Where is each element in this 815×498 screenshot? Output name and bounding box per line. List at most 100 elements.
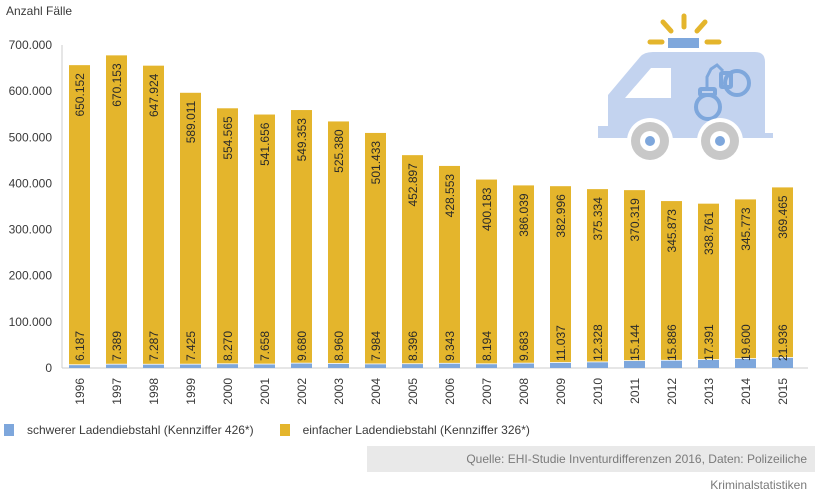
bar-stack-2011: 370.319 15.144 — [624, 190, 645, 368]
bar-einfacher — [624, 190, 645, 361]
x-tick-label: 2001 — [258, 378, 272, 405]
y-tick-label: 400.000 — [9, 176, 53, 190]
data-label-einfacher: 386.039 — [517, 193, 531, 237]
data-label-schwerer: 12.328 — [591, 324, 605, 361]
bar-einfacher — [180, 92, 201, 364]
stacked-bar-chart: Anzahl Fälle 0 100.000 200.000 300.000 400.0… — [6, 4, 808, 405]
siren-light-rays-icon — [647, 13, 722, 45]
x-tick-label: 2000 — [221, 378, 235, 405]
bar-einfacher — [513, 185, 534, 363]
data-label-einfacher: 375.334 — [591, 197, 605, 241]
handcuffs-icon — [694, 63, 751, 121]
x-tick-label: 2011 — [628, 378, 642, 404]
x-tick-label: 2003 — [332, 378, 346, 405]
data-label-einfacher: 369.465 — [776, 195, 790, 239]
source-note: Quelle: EHI-Studie Inventurdifferenzen 2… — [367, 446, 815, 492]
bar-stack-2014: 345.773 19.600 — [735, 199, 756, 368]
bar-einfacher — [772, 187, 793, 358]
bar-stack-1998: 647.924 7.287 — [143, 65, 164, 368]
bar-einfacher — [254, 114, 275, 364]
x-tick-label: 2014 — [739, 378, 753, 405]
bar-einfacher — [476, 179, 497, 364]
bar-stack-2005: 452.897 8.396 — [402, 155, 423, 368]
bar-einfacher — [291, 110, 312, 363]
data-label-einfacher: 670.153 — [110, 63, 124, 107]
x-tick-label: 2005 — [406, 378, 420, 405]
bar-stack-1996: 650.152 6.187 — [69, 65, 90, 368]
data-label-schwerer: 8.270 — [221, 331, 235, 361]
data-label-einfacher: 370.319 — [628, 198, 642, 242]
data-label-schwerer: 9.343 — [443, 331, 457, 361]
data-label-schwerer: 9.683 — [517, 331, 531, 361]
x-tick-label: 1997 — [110, 378, 124, 405]
bar-schwerer — [254, 364, 275, 368]
bar-einfacher — [735, 199, 756, 359]
x-tick-label: 2007 — [480, 378, 494, 405]
bar-einfacher — [439, 165, 460, 363]
data-label-einfacher: 501.433 — [369, 141, 383, 185]
bar-schwerer — [439, 363, 460, 368]
x-tick-label: 2010 — [591, 378, 605, 405]
bar-schwerer — [402, 364, 423, 368]
x-tick-label: 2015 — [776, 378, 790, 405]
y-axis-title: Anzahl Fälle — [6, 4, 72, 18]
siren-light-icon — [668, 38, 699, 48]
bar-stack-2015: 369.465 21.936 — [772, 187, 793, 368]
bar-schwerer — [328, 363, 349, 368]
data-label-schwerer: 15.144 — [628, 324, 642, 361]
y-tick-label: 700.000 — [9, 38, 53, 52]
front-wheel-icon — [627, 118, 673, 164]
bar-stack-2008: 386.039 9.683 — [513, 185, 534, 368]
bar-stack-2004: 501.433 7.984 — [365, 132, 386, 368]
legend-item-schwerer: schwerer Ladendiebstahl (Kennziffer 426*… — [4, 423, 254, 437]
data-label-schwerer: 9.680 — [295, 331, 309, 361]
data-label-schwerer: 19.600 — [739, 324, 753, 361]
data-label-einfacher: 400.183 — [480, 187, 494, 231]
bar-schwerer — [772, 357, 793, 368]
legend-label: einfacher Ladendiebstahl (Kennziffer 326… — [302, 423, 530, 437]
bar-stack-2006: 428.553 9.343 — [439, 165, 460, 368]
y-tick-label: 300.000 — [9, 223, 53, 237]
bars-group: 650.152 6.187 670.153 7.389 647.924 7.287 589.… — [69, 55, 793, 368]
legend-swatch-gold — [279, 424, 290, 436]
data-label-schwerer: 8.194 — [480, 331, 494, 361]
x-tick-label: 2009 — [554, 378, 568, 405]
bar-schwerer — [624, 361, 645, 368]
data-label-schwerer: 7.984 — [369, 331, 383, 361]
bar-stack-2013: 338.761 17.391 — [698, 203, 719, 368]
data-label-schwerer: 7.389 — [110, 331, 124, 361]
legend-label: schwerer Ladendiebstahl (Kennziffer 426*… — [27, 423, 254, 437]
bar-einfacher — [328, 121, 349, 364]
van-body-icon — [598, 52, 773, 138]
bar-einfacher — [217, 108, 238, 364]
y-tick-label: 0 — [45, 361, 52, 375]
data-label-schwerer: 11.037 — [554, 325, 568, 361]
x-tick-label: 2013 — [702, 378, 716, 405]
bar-einfacher — [69, 65, 90, 365]
bar-einfacher — [106, 55, 127, 364]
bar-stack-2007: 400.183 8.194 — [476, 179, 497, 368]
data-label-schwerer: 8.960 — [332, 331, 346, 361]
bar-schwerer — [69, 365, 90, 368]
x-tick-label: 2008 — [517, 378, 531, 405]
police-van-handcuffs-icon — [595, 5, 775, 170]
bar-einfacher — [698, 203, 719, 360]
data-label-schwerer: 6.187 — [73, 331, 87, 361]
data-label-einfacher: 428.553 — [443, 174, 457, 218]
x-tick-label: 2012 — [665, 378, 679, 405]
data-label-einfacher: 650.152 — [73, 73, 87, 117]
bar-einfacher — [550, 186, 571, 363]
bar-schwerer — [587, 362, 608, 368]
bar-stack-2009: 382.996 11.037 — [550, 186, 571, 368]
bar-stack-2010: 375.334 12.328 — [587, 189, 608, 368]
bar-einfacher — [661, 201, 682, 360]
data-label-einfacher: 589.011 — [184, 100, 198, 143]
legend-swatch-blue — [4, 424, 14, 436]
bar-schwerer — [550, 362, 571, 368]
bar-stack-2002: 549.353 9.680 — [291, 110, 312, 368]
data-label-einfacher: 525.380 — [332, 129, 346, 173]
bar-schwerer — [735, 358, 756, 368]
bar-schwerer — [476, 364, 497, 368]
y-tick-label: 500.000 — [9, 130, 53, 144]
bar-schwerer — [106, 364, 127, 368]
